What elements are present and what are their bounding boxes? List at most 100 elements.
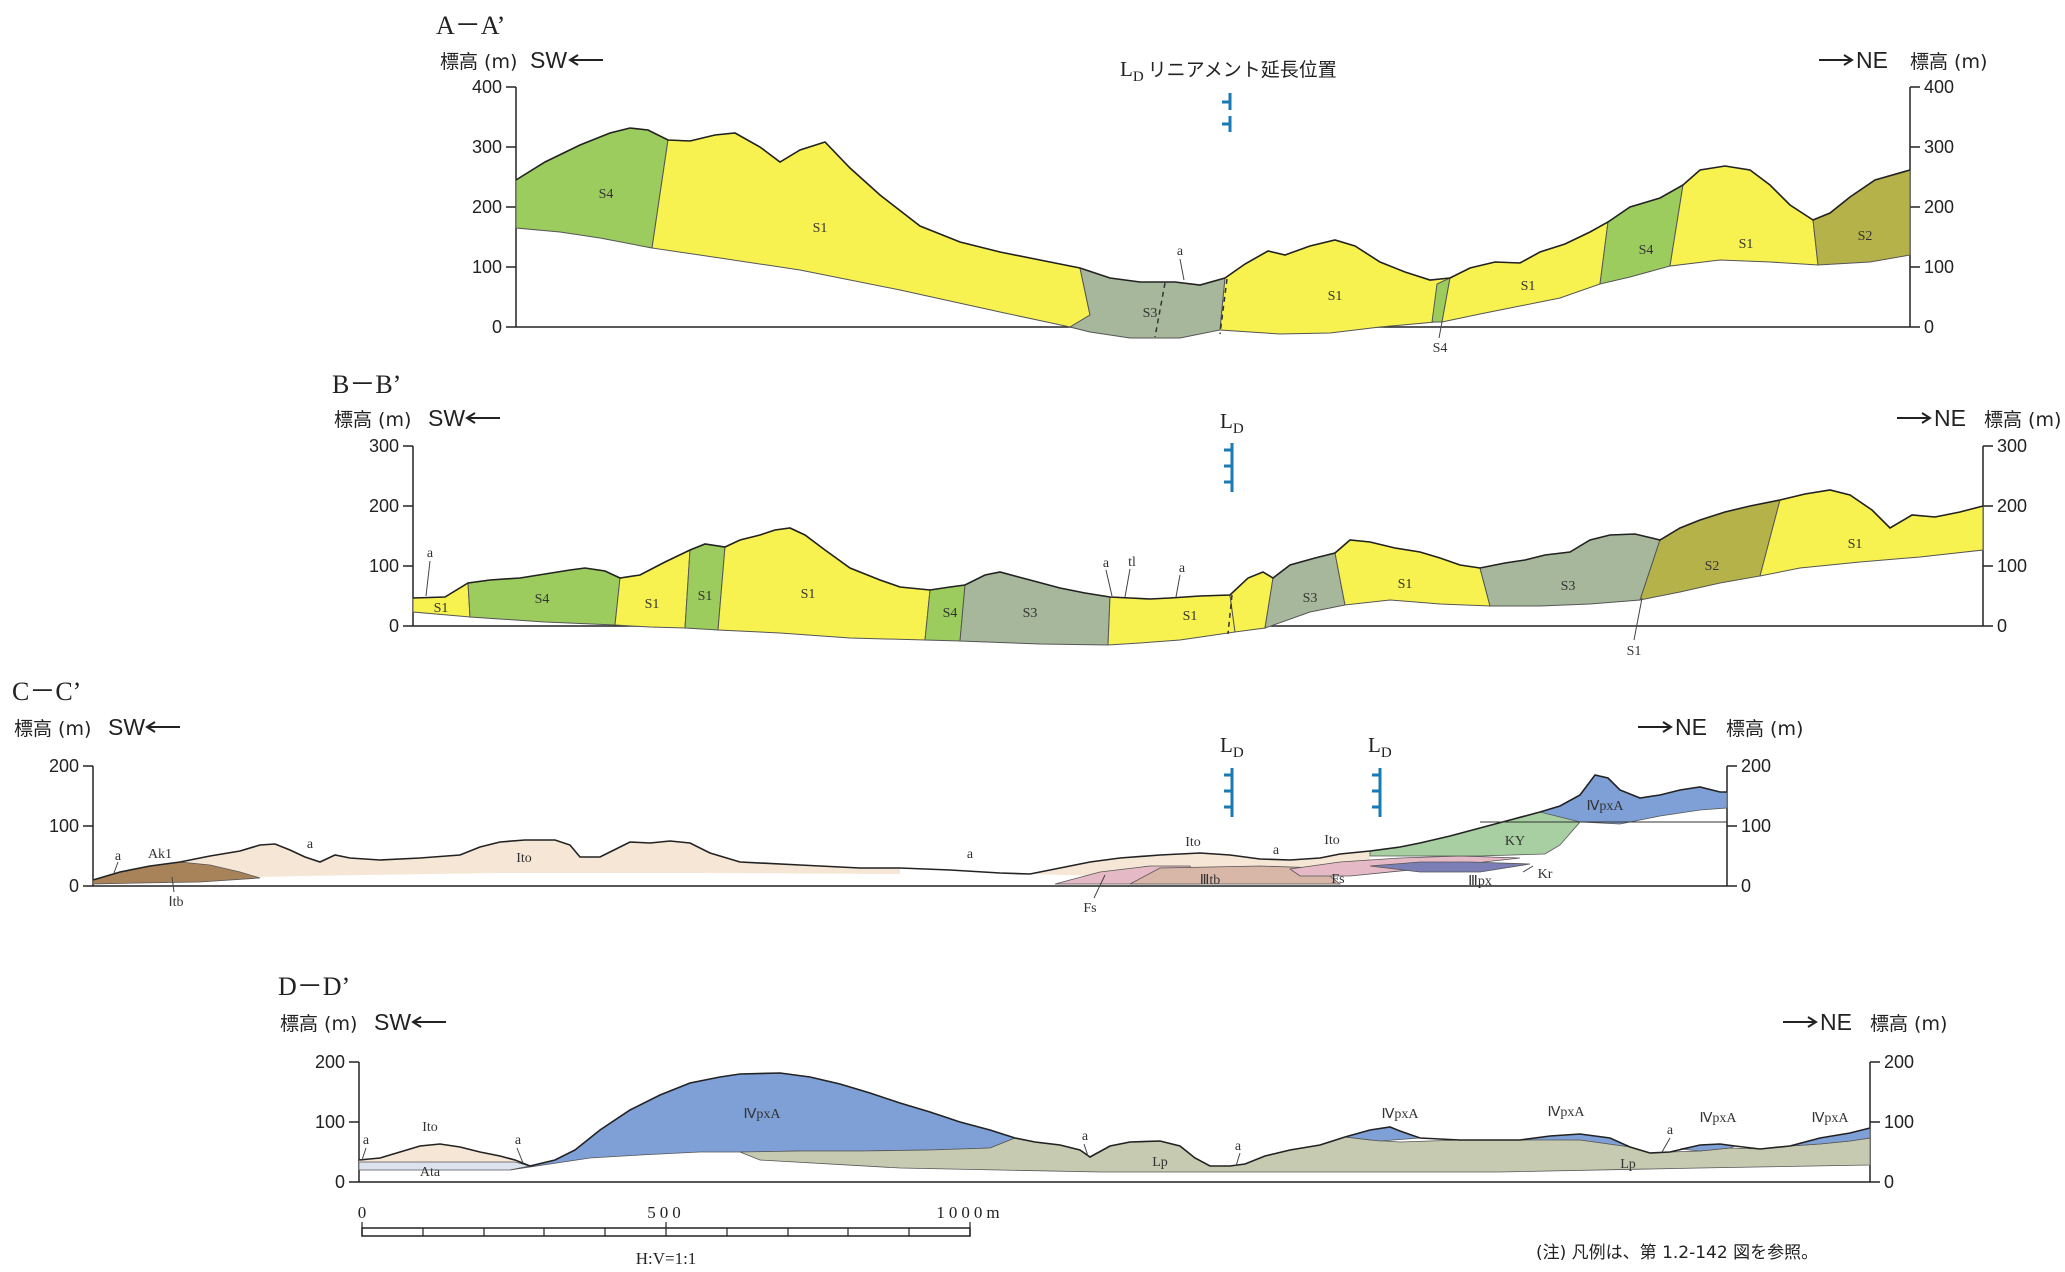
bb-ground-surface [412,489,1984,600]
section-dd-left-axis-label: 標高 (m) [280,1013,357,1035]
bb-unit-s1-center [1107,594,1236,646]
cc-label-a-3: a [967,847,974,862]
cc-label-a-4: a [1273,843,1280,858]
aa-label-s2: S2 [1858,229,1873,244]
bb-label-s1-a: S1 [645,597,660,612]
dd-label-ivpxa-5: ⅣpxA [1811,1111,1849,1126]
bb-label-s3-center: S3 [1023,606,1038,621]
bb-unit-s1-b [717,527,931,641]
dd-label-ivpxa-3: ⅣpxA [1547,1105,1585,1120]
cc-label-ito-1: Ito [1185,835,1201,850]
cc-label-a-2: a [307,837,314,852]
cc-tick-200-left: 200 [49,756,79,776]
cc-label-ak1: Ak1 [148,847,172,862]
dd-label-a-4: a [1235,1139,1242,1154]
bb-label-s3-b: S3 [1303,591,1318,606]
cc-label-fs-east: Fs [1331,872,1344,887]
bb-label-tl: tl [1128,555,1136,570]
ne-arrowhead-icon [1807,1016,1818,1028]
aa-unit-s1-west [651,132,1091,328]
ne-arrowhead-icon [1662,721,1673,733]
aa-unit-s1-east-a [1441,221,1609,323]
aa-unit-s4-east [1599,184,1684,285]
section-aa: A－A’ 標高 (m) SW NE 標高 (m) LD リニアメント延長位置 40… [436,11,1987,356]
section-dd-ne-label: NE [1820,1009,1852,1035]
sw-arrowhead-icon [411,1016,422,1028]
bb-label-s1-green: S1 [698,589,713,604]
section-dd-title: D－D’ [278,972,350,1001]
cc-tick-0-left: 0 [69,876,79,896]
section-aa-title: A－A’ [436,11,505,40]
aa-label-s1-east-a: S1 [1521,279,1536,294]
bb-label-s4-center: S4 [943,606,958,621]
section-dd-sw-label: SW [374,1009,411,1035]
dd-label-ito: Ito [422,1120,438,1135]
bb-label-s1-west: S1 [434,601,449,616]
bb-label-s3-c: S3 [1561,579,1576,594]
cc-label-kr: Kr [1538,867,1553,882]
cc-unit-iiipx [1369,861,1531,873]
cc-tick-100-right: 100 [1741,816,1771,836]
cc-label-ivpxa: ⅣpxA [1586,799,1624,814]
aa-unit-s4-west [515,127,669,249]
scale-tick-500: 500 [647,1203,685,1222]
aa-label-s1-west: S1 [813,221,828,236]
aa-tick-400-left: 400 [472,77,502,97]
dd-label-a-3: a [1082,1129,1089,1144]
section-bb-ne-label: NE [1934,405,1966,431]
bb-tick-0-right: 0 [1997,616,2007,636]
section-cc-ne-label: NE [1675,714,1707,740]
aa-tick-200-left: 200 [472,197,502,217]
section-dd-right-axis-label: 標高 (m) [1870,1013,1947,1035]
dd-label-ivpxa-2: ⅣpxA [1381,1107,1419,1122]
cc-unit-ito-west [93,840,900,884]
bb-fault [1227,594,1233,635]
section-cc-right-axis-label: 標高 (m) [1726,718,1803,740]
aa-tick-0-right: 0 [1924,317,1934,337]
aa-fault-east [1219,278,1228,335]
bb-label-s1-east: S1 [1848,537,1863,552]
bb-unit-s1-east [1759,489,1984,577]
aa-label-s4-west: S4 [599,187,614,202]
cc-tick-200-right: 200 [1741,756,1771,776]
cc-ground-surface [92,774,1727,881]
bb-tick-300-right: 300 [1997,436,2027,456]
cc-tick-100-left: 100 [49,816,79,836]
section-cc-lineament-label-2: LD [1368,733,1392,761]
section-aa-left-axis-label: 標高 (m) [440,51,517,73]
section-bb-left-axis-label: 標高 (m) [334,409,411,431]
cc-tick-0-right: 0 [1741,876,1751,896]
bb-label-a-center: a [1103,556,1110,571]
bb-tick-300-left: 300 [369,436,399,456]
section-bb-title: B－B’ [332,370,401,399]
bb-label-s4-west: S4 [535,592,550,607]
section-bb-lineament-marker [1224,443,1234,492]
aa-label-s1-east-b: S1 [1739,237,1754,252]
section-cc-lineament-marker-2 [1372,768,1382,817]
section-dd: D－D’ 標高 (m) SW NE 標高 (m) 200 100 0 200 1… [278,972,1947,1192]
section-aa-lineament-label: LD リニアメント延長位置 [1120,57,1337,85]
scale-bar: 0 500 1000m H:V=1:1 [358,1203,1000,1268]
dd-tick-100-right: 100 [1884,1112,1914,1132]
aa-unit-s2 [1812,169,1911,266]
section-cc-lineament-label-1: LD [1220,733,1244,761]
dd-label-a-2: a [515,1133,522,1148]
section-cc-lineament-marker-1 [1224,768,1234,817]
bb-label-s1-center: S1 [1183,609,1198,624]
scale-ratio: H:V=1:1 [636,1249,697,1268]
cc-label-ky: KY [1505,834,1525,849]
section-cc-left-axis-label: 標高 (m) [14,718,91,740]
bb-unit-s3-c [1479,533,1661,607]
section-bb-right-axis-label: 標高 (m) [1984,409,2061,431]
ne-arrowhead-icon [1843,54,1854,66]
ne-arrowhead-icon [1921,412,1932,424]
sw-arrowhead-icon [568,54,579,66]
section-bb: B－B’ 標高 (m) SW NE 標高 (m) LD 300 200 100 … [332,370,2061,659]
dd-label-ivpxa-4: ⅣpxA [1699,1111,1737,1126]
aa-tick-0-left: 0 [492,317,502,337]
bb-label-s1-bottom: S1 [1627,644,1642,659]
bb-unit-s1-c [1334,539,1491,607]
bb-label-s2: S2 [1705,559,1720,574]
sw-arrowhead-icon [465,412,476,424]
bb-label-s1-c: S1 [1398,577,1413,592]
